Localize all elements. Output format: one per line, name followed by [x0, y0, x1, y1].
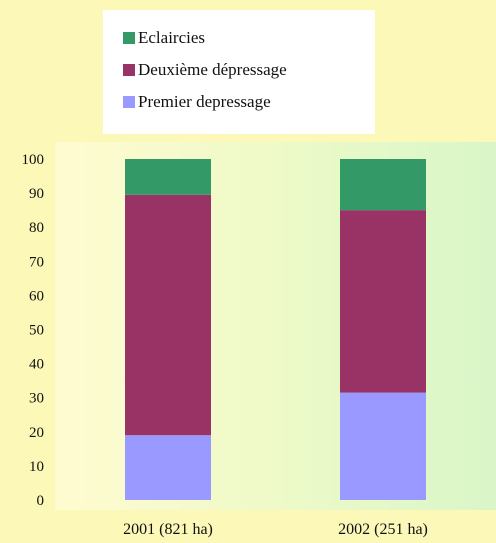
- x-category-label-1: 2001 (821 ha): [123, 521, 213, 538]
- y-tick-label-50: 50: [29, 323, 44, 339]
- bar-segment-2-3: [340, 159, 426, 211]
- legend-item-deuxieme-depressage: Deuxième dépressage: [103, 54, 375, 86]
- chart-legend: Eclaircies Deuxième dépressage Premier d…: [103, 10, 375, 134]
- y-tick-label-20: 20: [29, 425, 44, 441]
- y-tick-label-80: 80: [29, 220, 44, 236]
- y-tick-label-70: 70: [29, 254, 44, 270]
- legend-label-eclaircies: Eclaircies: [138, 28, 206, 47]
- y-tick-label-60: 60: [29, 288, 44, 304]
- bar-segment-1-1: [125, 435, 211, 500]
- x-category-label-2: 2002 (251 ha): [338, 521, 428, 538]
- legend-item-premier-depressage: Premier depressage: [103, 86, 375, 118]
- y-tick-label-40: 40: [29, 357, 44, 373]
- legend-label-premier-depressage: Premier depressage: [138, 92, 271, 111]
- bar-segment-2-1: [340, 392, 426, 500]
- bar-segment-1-3: [125, 159, 211, 195]
- legend-swatch-eclaircies: [123, 32, 135, 44]
- y-tick-label-0: 0: [37, 493, 45, 509]
- y-tick-label-90: 90: [29, 186, 44, 202]
- y-tick-label-30: 30: [29, 391, 44, 407]
- legend-swatch-premier-depressage: [123, 96, 135, 108]
- bar-segment-2-2: [340, 210, 426, 393]
- legend-item-eclaircies: Eclaircies: [103, 22, 375, 54]
- bar-segment-1-2: [125, 194, 211, 436]
- y-tick-label-100: 100: [22, 152, 45, 168]
- y-tick-label-10: 10: [29, 459, 44, 475]
- legend-label-deuxieme-depressage: Deuxième dépressage: [138, 60, 287, 79]
- legend-swatch-deuxieme-depressage: [123, 64, 135, 76]
